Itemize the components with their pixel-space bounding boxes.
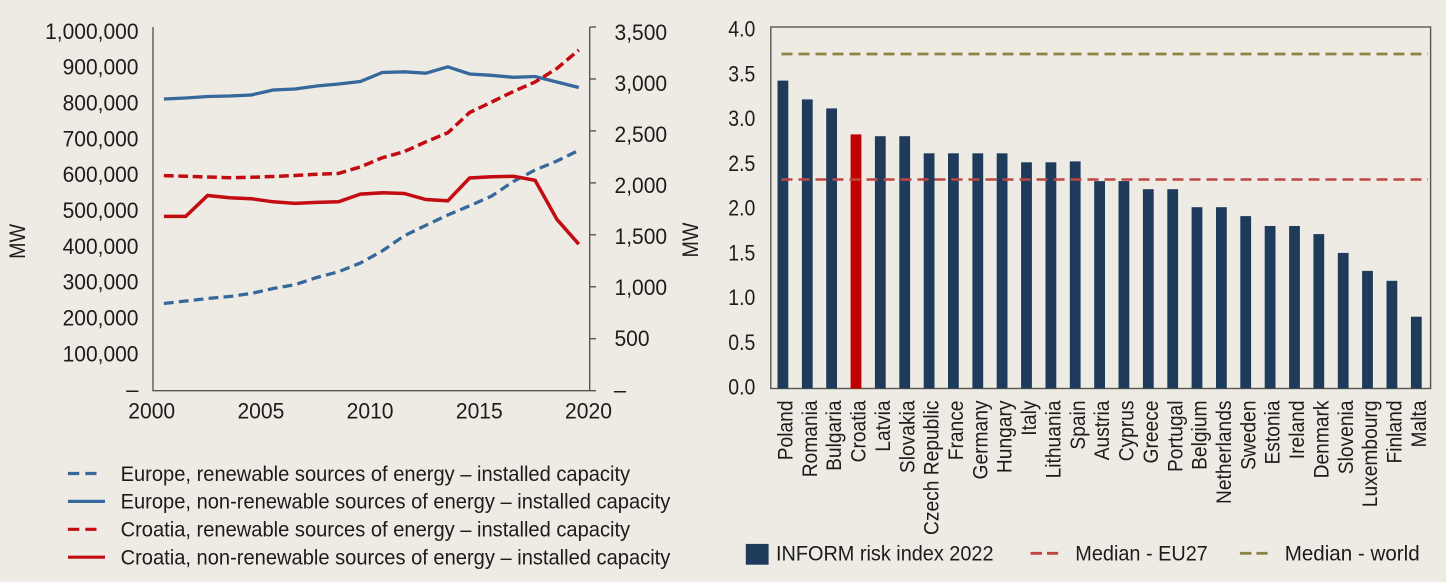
svg-text:Luxembourg: Luxembourg <box>1358 401 1382 508</box>
svg-text:Croatia, non-renewable sources: Croatia, non-renewable sources of energy… <box>121 546 671 570</box>
svg-text:200,000: 200,000 <box>63 305 139 330</box>
svg-text:3.5: 3.5 <box>728 61 755 86</box>
svg-text:400,000: 400,000 <box>63 234 139 259</box>
svg-text:1.5: 1.5 <box>728 240 755 265</box>
svg-text:Malta: Malta <box>1407 400 1431 447</box>
svg-text:Romania: Romania <box>798 400 822 477</box>
svg-text:Portugal: Portugal <box>1163 401 1187 473</box>
svg-text:3,000: 3,000 <box>615 71 668 96</box>
svg-text:2,500: 2,500 <box>615 122 668 147</box>
svg-text:0.0: 0.0 <box>728 375 755 400</box>
svg-text:2000: 2000 <box>128 398 175 423</box>
svg-text:Czech Republic: Czech Republic <box>920 400 944 535</box>
svg-text:600,000: 600,000 <box>63 162 139 187</box>
svg-text:Italy: Italy <box>1017 400 1041 435</box>
svg-text:2015: 2015 <box>456 398 503 423</box>
svg-text:Latvia: Latvia <box>871 400 895 451</box>
svg-text:500: 500 <box>615 326 650 351</box>
svg-text:Hungary: Hungary <box>993 400 1017 473</box>
svg-text:Median - EU27: Median - EU27 <box>1075 542 1208 566</box>
svg-text:Austria: Austria <box>1090 400 1114 460</box>
svg-text:Estonia: Estonia <box>1261 400 1285 464</box>
svg-text:France: France <box>944 401 968 461</box>
svg-text:3.0: 3.0 <box>728 106 755 131</box>
svg-text:MW: MW <box>5 224 30 259</box>
svg-text:1,500: 1,500 <box>615 224 668 249</box>
svg-text:Spain: Spain <box>1066 401 1090 450</box>
svg-text:Germany: Germany <box>968 400 992 479</box>
svg-text:MW: MW <box>678 222 703 257</box>
svg-text:INFORM risk index 2022: INFORM risk index 2022 <box>776 542 994 566</box>
svg-text:1,000,000: 1,000,000 <box>45 19 138 44</box>
svg-text:1,000: 1,000 <box>615 275 668 300</box>
svg-text:Greece: Greece <box>1139 401 1163 464</box>
svg-text:100,000: 100,000 <box>63 341 139 366</box>
svg-text:Slovakia: Slovakia <box>895 400 919 473</box>
svg-text:Bulgaria: Bulgaria <box>822 400 846 470</box>
svg-text:Belgium: Belgium <box>1188 401 1212 470</box>
svg-text:2.5: 2.5 <box>728 151 755 176</box>
svg-text:Median - world: Median - world <box>1285 542 1420 566</box>
svg-text:Europe, renewable sources of e: Europe, renewable sources of energy – in… <box>121 462 631 486</box>
svg-text:2.0: 2.0 <box>728 196 755 221</box>
svg-text:300,000: 300,000 <box>63 270 139 295</box>
svg-text:Croatia, renewable sources of: Croatia, renewable sources of energy – i… <box>121 518 631 542</box>
svg-text:3,500: 3,500 <box>615 20 668 45</box>
svg-text:2020: 2020 <box>565 398 612 423</box>
svg-text:Cyprus: Cyprus <box>1115 401 1139 462</box>
svg-text:Netherlands: Netherlands <box>1212 401 1236 505</box>
svg-text:Croatia: Croatia <box>847 400 871 462</box>
svg-text:Denmark: Denmark <box>1309 400 1333 478</box>
svg-text:Lithuania: Lithuania <box>1042 400 1066 478</box>
svg-text:Poland: Poland <box>774 401 798 461</box>
svg-text:–: – <box>614 377 627 402</box>
svg-text:Ireland: Ireland <box>1285 401 1309 460</box>
svg-text:2,000: 2,000 <box>615 173 668 198</box>
svg-text:–: – <box>126 377 139 402</box>
svg-text:Finland: Finland <box>1383 401 1407 464</box>
svg-text:0.5: 0.5 <box>728 330 755 355</box>
svg-text:1.0: 1.0 <box>728 285 755 310</box>
svg-text:Europe, non-renewable sources: Europe, non-renewable sources of energy … <box>121 490 671 514</box>
svg-text:2010: 2010 <box>347 398 394 423</box>
svg-text:800,000: 800,000 <box>63 91 139 116</box>
svg-text:4.0: 4.0 <box>728 17 755 42</box>
svg-text:2005: 2005 <box>237 398 284 423</box>
svg-text:500,000: 500,000 <box>63 198 139 223</box>
svg-text:Slovenia: Slovenia <box>1334 400 1358 474</box>
svg-text:700,000: 700,000 <box>63 126 139 151</box>
svg-text:900,000: 900,000 <box>63 55 139 80</box>
svg-text:Sweden: Sweden <box>1236 401 1260 470</box>
